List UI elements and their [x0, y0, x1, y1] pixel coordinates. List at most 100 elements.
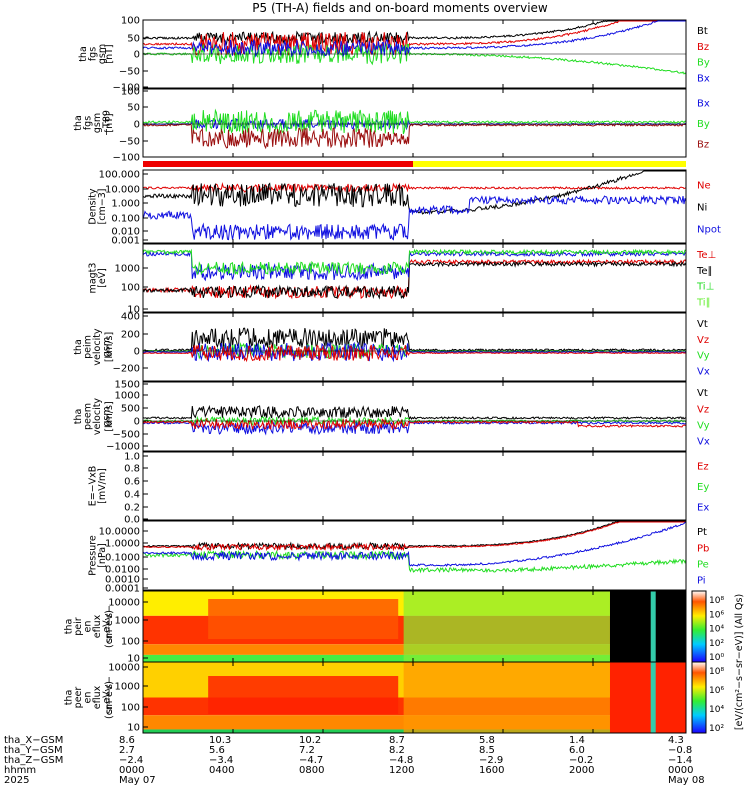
legend-entry-Ex: Ex — [697, 503, 709, 514]
legend-entry-By: By — [697, 119, 710, 130]
panel-efield: 1.00.8 0.6 0.4 0.20.0 E=−VxB[mV/m] Ez Ey Ex — [87, 451, 709, 526]
y-axis-label: (cm²−s− — [104, 676, 115, 719]
y-axis-label: [km/s] — [104, 332, 115, 362]
legend-entry-Pe: Pe — [697, 559, 709, 570]
y-tick-label: 200 — [121, 330, 140, 341]
mode-bar — [143, 161, 686, 167]
spectrogram-edge — [609, 662, 686, 733]
trace-density-2 — [142, 194, 687, 241]
y-tick-label: 1000 — [115, 264, 140, 275]
y-tick-label: 0.6 — [124, 477, 140, 488]
colorbar-tick: 10⁶ — [709, 610, 724, 620]
spectrogram-stripe — [650, 662, 656, 733]
y-axis-label: magt3 — [87, 263, 98, 294]
y-axis-label: tha — [78, 46, 89, 62]
y-axis-label: tha — [73, 409, 84, 425]
trace-bgsm-1 — [142, 20, 686, 57]
y-tick-label: 100 — [121, 637, 140, 648]
legend-entry-Ne: Ne — [697, 180, 711, 191]
y-axis-label: tha — [64, 690, 75, 706]
y-axis-label: eV — [102, 691, 113, 704]
y-tick-label: 0.100 — [111, 214, 140, 225]
y-axis-label: sr−eV) — [104, 610, 115, 643]
y-tick-label: 1.0000 — [105, 539, 140, 550]
spectrogram-band — [143, 729, 621, 733]
legend-entry-Vx: Vx — [697, 367, 710, 378]
footer-value: 0000 — [668, 765, 693, 776]
y-axis-label: gsm — [102, 337, 113, 357]
footer-row-label: hhmm — [4, 765, 36, 776]
spectrogram-band — [143, 644, 621, 655]
y-axis-label: gsm — [102, 406, 113, 426]
trace-peim_velocity-2 — [142, 341, 687, 363]
legend-entry-Ti⊥: Ti⊥ — [696, 282, 714, 293]
panel-density: 100.000 10.000 1.000 0.100 0.0100.001 Density… — [87, 169, 721, 247]
footer-value: 5.8 — [479, 735, 495, 746]
panel-peir_spec: 10000 1000 100 10 thapeirenefluxeV(cm²−s−sr−… — [64, 590, 687, 665]
plot-panels: 100500−50−100thafgsgsm[nT]BtBzByBx100500… — [64, 16, 721, 734]
y-tick-label: 0 — [134, 120, 140, 131]
footer-value: 0000 — [119, 765, 144, 776]
trace-temperature-1 — [142, 260, 687, 300]
panel-frame — [142, 661, 687, 734]
y-tick-label: −50 — [119, 67, 140, 78]
colorbar-tick: 10² — [709, 724, 724, 734]
y-tick-label: 0 — [134, 347, 140, 358]
y-tick-label: 100 — [121, 16, 140, 27]
y-axis-label: Pressure — [87, 535, 98, 576]
legend-entry-Pb: Pb — [697, 543, 709, 554]
panel-temperature: 1000 100 10 magt3[eV] Te⊥ Te∥ Ti⊥ Ti∥ — [87, 243, 716, 316]
legend-entry-Bx: Bx — [697, 74, 710, 85]
footer-value: May 08 — [668, 775, 705, 786]
y-axis-label: gsm — [97, 44, 108, 64]
trace-peem_velocity-0 — [142, 404, 687, 420]
y-axis-label: [eV] — [97, 268, 108, 288]
colorbar-tick: 10⁰ — [709, 653, 724, 663]
panel-peer_spec: 10000 1000 100 10 thapeerenefluxeV(cm²−s−sr−… — [64, 661, 687, 734]
figure-title: P5 (TH-A) fields and on-board moments ov… — [252, 1, 548, 15]
y-axis-label: tha — [73, 115, 84, 131]
y-axis-label: en — [83, 621, 94, 633]
y-tick-label: 10000 — [108, 598, 140, 609]
y-axis-label: [km/s] — [104, 401, 115, 431]
trace-temperature-2 — [142, 250, 687, 282]
legend-entry-Bx: Bx — [697, 98, 710, 109]
y-tick-label: 50 — [127, 103, 140, 114]
footer-value: 6.0 — [569, 745, 585, 756]
legend-entry-Ez: Ez — [697, 461, 709, 472]
y-tick-label: 1000 — [115, 616, 140, 627]
y-tick-label: 0.0001 — [105, 584, 140, 595]
y-axis-label: peem — [83, 403, 94, 430]
y-tick-label: −1000 — [106, 442, 140, 453]
y-axis-label: Density — [87, 188, 98, 224]
y-tick-label: 10000 — [108, 663, 140, 674]
trace-peim_velocity-3 — [142, 343, 687, 363]
colorbar-tick: 10⁴ — [709, 625, 724, 635]
colorbar-lower — [691, 661, 707, 734]
legend-entry-Vz: Vz — [697, 335, 709, 346]
spectrogram-late — [403, 591, 610, 662]
footer-value: −4.8 — [389, 755, 413, 766]
panel-frame — [142, 243, 687, 313]
colorbar-tick: 10⁸ — [709, 596, 724, 606]
legend-entry-Pt: Pt — [697, 527, 707, 538]
y-tick-label: 10.0000 — [99, 527, 140, 538]
y-axis-label: E=−VxB — [87, 466, 98, 507]
y-tick-label: 0.0100 — [105, 565, 140, 576]
y-tick-label: 10 — [127, 723, 140, 734]
panel-frame — [142, 88, 687, 158]
footer-value: 10.3 — [209, 735, 231, 746]
panel-frame — [142, 312, 687, 382]
colorbar-tick: 10⁴ — [709, 705, 724, 715]
y-tick-label: 1000 — [115, 682, 140, 693]
y-tick-label: −50 — [119, 137, 140, 148]
trace-peem_velocity-2 — [142, 420, 687, 436]
legend-entry-Ni: Ni — [697, 203, 707, 214]
y-axis-label: eflux — [92, 685, 103, 709]
spectrogram-core — [208, 599, 399, 639]
panel-frame — [142, 381, 687, 452]
